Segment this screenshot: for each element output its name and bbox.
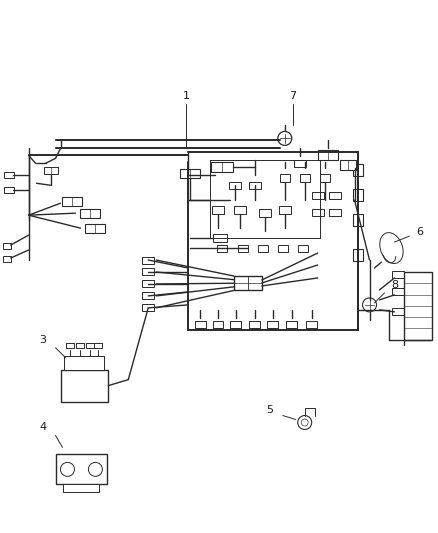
Bar bbox=[328, 209, 341, 216]
Bar bbox=[60, 370, 108, 401]
Bar bbox=[353, 189, 363, 201]
Bar bbox=[278, 245, 288, 252]
Bar bbox=[211, 163, 233, 172]
Text: 3: 3 bbox=[39, 335, 46, 345]
Bar bbox=[229, 182, 241, 189]
Ellipse shape bbox=[380, 232, 403, 263]
Bar bbox=[230, 321, 241, 328]
Bar bbox=[392, 271, 404, 278]
Bar bbox=[259, 209, 271, 217]
Bar bbox=[286, 321, 297, 328]
Bar bbox=[4, 172, 14, 178]
Bar bbox=[81, 209, 100, 217]
Bar bbox=[234, 276, 262, 290]
Bar bbox=[306, 321, 317, 328]
Bar bbox=[3, 256, 11, 262]
Bar bbox=[212, 321, 223, 328]
Bar bbox=[328, 192, 341, 199]
Circle shape bbox=[298, 416, 312, 430]
Bar bbox=[404, 272, 432, 340]
Bar bbox=[353, 164, 363, 176]
Bar bbox=[353, 214, 363, 226]
Bar bbox=[392, 309, 404, 316]
Bar bbox=[85, 224, 106, 232]
Text: 6: 6 bbox=[416, 227, 423, 237]
Text: 7: 7 bbox=[289, 91, 297, 101]
Bar bbox=[258, 245, 268, 252]
Bar bbox=[300, 174, 310, 182]
Bar bbox=[142, 293, 154, 300]
Text: 5: 5 bbox=[266, 405, 273, 415]
Bar bbox=[142, 280, 154, 287]
Bar bbox=[234, 206, 246, 214]
Bar bbox=[353, 249, 363, 261]
Bar bbox=[294, 160, 306, 167]
Bar bbox=[77, 343, 85, 348]
Bar bbox=[64, 356, 104, 370]
Text: 4: 4 bbox=[39, 423, 46, 432]
Bar bbox=[67, 343, 74, 348]
Bar bbox=[298, 245, 308, 252]
Bar bbox=[238, 245, 248, 252]
Bar bbox=[4, 187, 14, 193]
Bar bbox=[56, 455, 107, 484]
Bar bbox=[217, 245, 227, 252]
Bar bbox=[180, 169, 200, 178]
Bar bbox=[95, 343, 102, 348]
Bar bbox=[312, 209, 324, 216]
Bar bbox=[142, 269, 154, 276]
Bar bbox=[43, 167, 57, 174]
Bar bbox=[392, 288, 404, 295]
Bar bbox=[279, 206, 291, 214]
Bar bbox=[86, 343, 95, 348]
Bar bbox=[249, 321, 260, 328]
Bar bbox=[318, 150, 338, 160]
Text: 8: 8 bbox=[391, 280, 398, 290]
Bar bbox=[249, 182, 261, 189]
Bar bbox=[63, 197, 82, 206]
Text: 1: 1 bbox=[183, 91, 190, 101]
Bar bbox=[142, 256, 154, 263]
Bar bbox=[64, 484, 99, 492]
Circle shape bbox=[363, 298, 377, 312]
Bar bbox=[212, 206, 224, 214]
Bar bbox=[280, 174, 290, 182]
Bar bbox=[142, 304, 154, 311]
Bar bbox=[312, 192, 324, 199]
Bar bbox=[320, 174, 330, 182]
Bar bbox=[339, 160, 356, 171]
Bar bbox=[194, 321, 205, 328]
Circle shape bbox=[278, 132, 292, 146]
Bar bbox=[3, 243, 11, 249]
Bar bbox=[267, 321, 278, 328]
Bar bbox=[213, 234, 227, 242]
